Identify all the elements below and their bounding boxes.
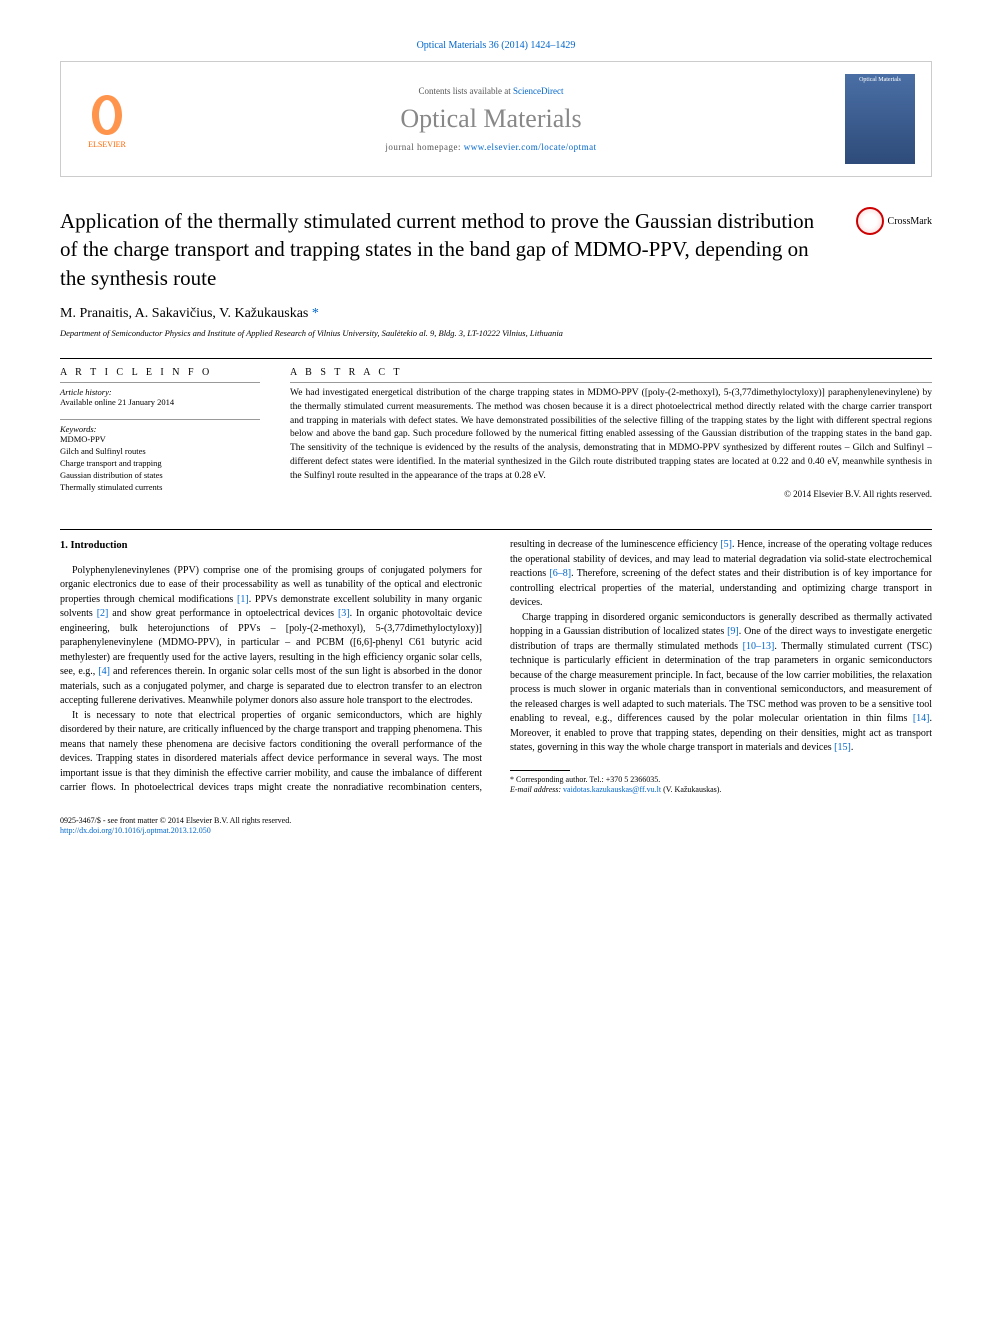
keywords-label: Keywords: [60,424,260,434]
elsevier-logo: ELSEVIER [77,84,137,154]
history-value: Available online 21 January 2014 [60,397,260,407]
authors-line: M. Pranaitis, A. Sakavičius, V. Kažukaus… [60,306,932,322]
divider [60,358,932,359]
section-heading-intro: 1. Introduction [60,538,482,553]
doi-link[interactable]: http://dx.doi.org/10.1016/j.optmat.2013.… [60,826,211,835]
divider-thin [60,419,260,420]
keyword: MDMO-PPV [60,434,260,446]
sciencedirect-link[interactable]: ScienceDirect [513,86,563,96]
email-link[interactable]: vaidotas.kazukauskas@ff.vu.lt [563,785,661,794]
divider-thin [60,382,260,383]
journal-cover-thumbnail: Optical Materials [845,74,915,164]
article-title: Application of the thermally stimulated … [60,207,836,292]
keyword: Gaussian distribution of states [60,470,260,482]
affiliation: Department of Semiconductor Physics and … [60,328,932,338]
journal-name: Optical Materials [157,104,825,134]
keywords-list: MDMO-PPV Gilch and Sulfinyl routes Charg… [60,434,260,493]
body-paragraph: Charge trapping in disordered organic se… [510,611,932,756]
keyword: Charge transport and trapping [60,458,260,470]
history-label: Article history: [60,387,260,397]
homepage-line: journal homepage: www.elsevier.com/locat… [157,142,825,152]
keyword: Thermally stimulated currents [60,482,260,494]
divider [60,529,932,530]
crossmark-icon [856,207,884,235]
footer-copyright: 0925-3467/$ - see front matter © 2014 El… [60,816,932,826]
article-info-column: A R T I C L E I N F O Article history: A… [60,367,260,505]
abstract-text: We had investigated energetical distribu… [290,387,932,483]
email-footnote: E-mail address: vaidotas.kazukauskas@ff.… [510,785,932,795]
contents-line: Contents lists available at ScienceDirec… [157,86,825,96]
article-info-heading: A R T I C L E I N F O [60,367,260,378]
crossmark-badge[interactable]: CrossMark [856,207,932,235]
abstract-heading: A B S T R A C T [290,367,932,378]
footnote-separator [510,770,570,771]
crossmark-label: CrossMark [888,216,932,227]
keyword: Gilch and Sulfinyl routes [60,446,260,458]
corresponding-author-footnote: * Corresponding author. Tel.: +370 5 236… [510,775,932,785]
abstract-column: A B S T R A C T We had investigated ener… [290,367,932,505]
body-text: 1. Introduction Polyphenylenevinylenes (… [60,538,932,795]
body-paragraph: Polyphenylenevinylenes (PPV) comprise on… [60,564,482,709]
citation-header: Optical Materials 36 (2014) 1424–1429 [60,40,932,51]
footer-block: 0925-3467/$ - see front matter © 2014 El… [60,816,932,837]
divider-thin [290,382,932,383]
abstract-copyright: © 2014 Elsevier B.V. All rights reserved… [290,489,932,499]
homepage-link[interactable]: www.elsevier.com/locate/optmat [464,142,597,152]
corresponding-author-marker[interactable]: * [312,306,319,321]
masthead-center: Contents lists available at ScienceDirec… [157,86,825,152]
masthead: ELSEVIER Contents lists available at Sci… [60,61,932,177]
